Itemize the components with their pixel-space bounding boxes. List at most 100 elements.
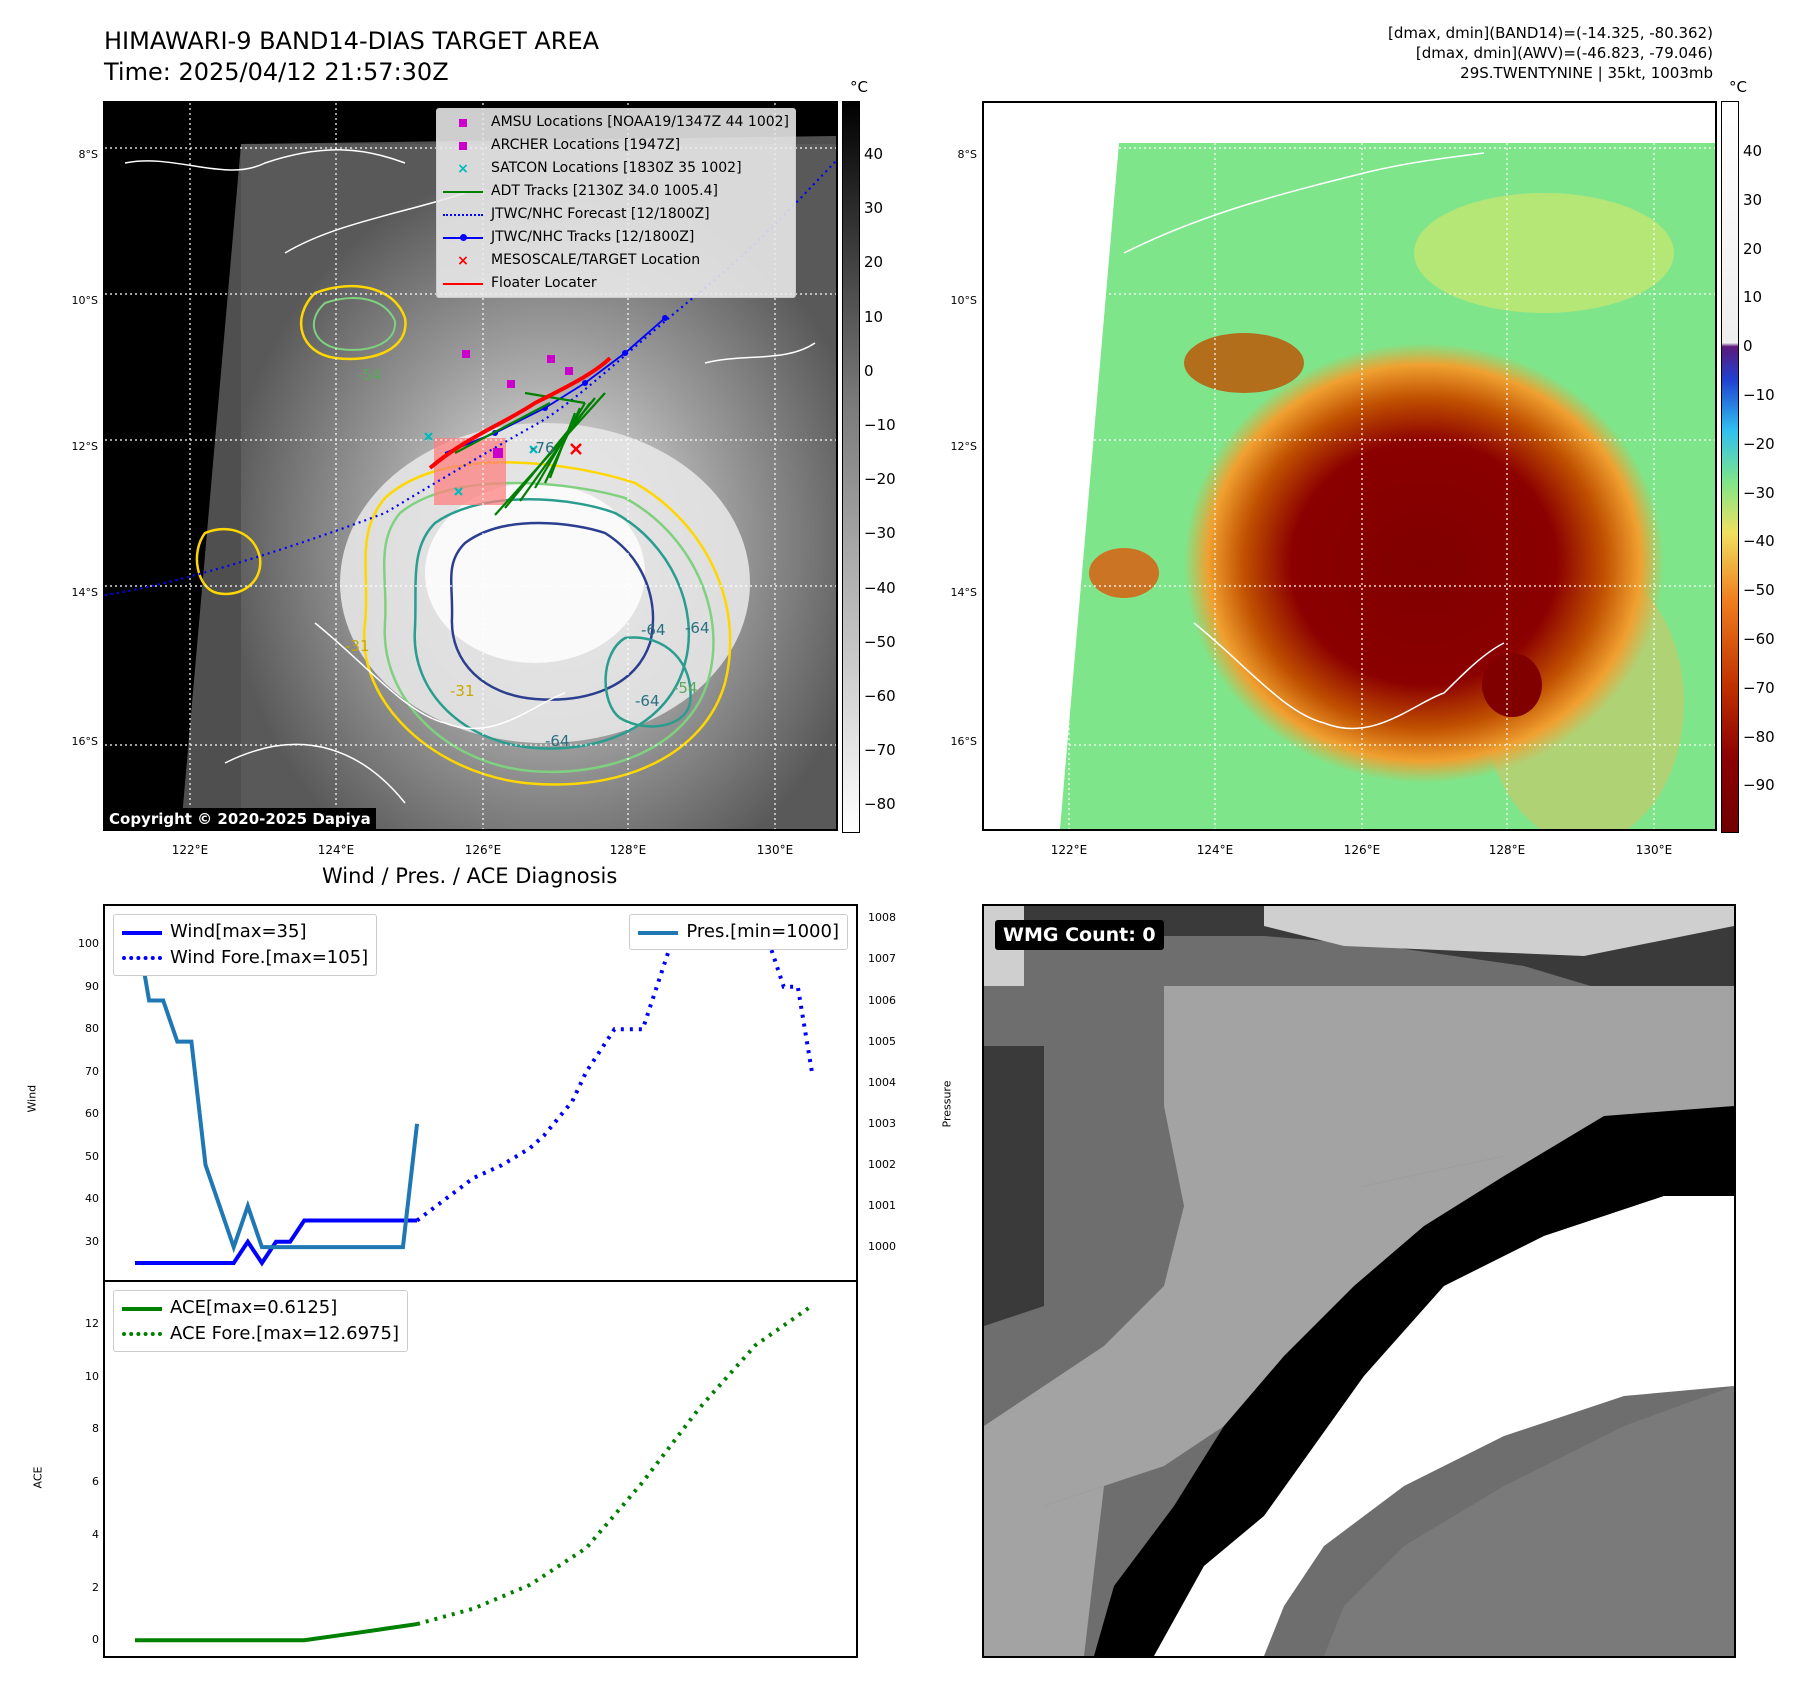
awv-map-panel — [982, 101, 1717, 831]
legend-item-satcon: × SATCON Locations [1830Z 35 1002] — [443, 157, 789, 180]
contour-label: -54 — [673, 679, 698, 697]
square-marker-icon — [443, 139, 483, 153]
legend-item-ace: ACE[max=0.6125] — [122, 1295, 399, 1321]
colorbar-unit: °C — [1729, 78, 1747, 96]
y-tick-label: 80 — [85, 1022, 99, 1036]
lat-label: 16°S — [950, 735, 977, 748]
contour-label: -76 — [530, 439, 555, 457]
colorbar-tick-label: 30 — [1743, 190, 1763, 209]
y-tick-label: 10 — [85, 1369, 99, 1383]
lon-label: 124°E — [317, 843, 355, 857]
y-tick-label: 90 — [85, 979, 99, 993]
contour-label: -64 — [545, 732, 570, 750]
band14-range-info: [dmax, dmin](BAND14)=(-14.325, -80.362) — [1388, 24, 1713, 42]
wmg-region — [1154, 1196, 1734, 1656]
legend-item-archer: ARCHER Locations [1947Z] — [443, 134, 789, 157]
legend-item-jtwc-tracks: JTWC/NHC Tracks [12/1800Z] — [443, 226, 789, 249]
line-icon — [638, 925, 679, 939]
square-marker-icon — [443, 116, 483, 130]
contour-label: -64 — [635, 692, 660, 710]
colorbar-tick-label: −10 — [1743, 386, 1775, 404]
y-right-tick-label: 1002 — [868, 1157, 896, 1171]
pressure-legend: Pres.[min=1000] — [629, 914, 848, 950]
lon-label: 124°E — [1196, 843, 1234, 857]
contour-label: -31 — [450, 682, 475, 700]
y-tick-label: 2 — [92, 1580, 99, 1594]
wmg-region — [1324, 1386, 1734, 1656]
colorbar-tick-label: 20 — [864, 253, 884, 272]
wmg-region — [984, 1046, 1044, 1326]
figure-title: HIMAWARI-9 BAND14-DIAS TARGET AREA — [104, 27, 600, 55]
y-right-tick-label: 1007 — [868, 952, 896, 966]
wmg-region — [1264, 906, 1734, 956]
colorbar-tick-label: −40 — [1743, 532, 1775, 551]
colorbar-tick-label: −50 — [1743, 581, 1775, 600]
y-tick-label: 50 — [85, 1149, 99, 1163]
awv-colorbar — [1721, 101, 1739, 833]
ace-legend: ACE[max=0.6125] ACE Fore.[max=12.6975] — [113, 1290, 408, 1352]
legend-label: ACE[max=0.6125] — [170, 1297, 338, 1318]
coastline-east — [704, 342, 816, 364]
storm-info: 29S.TWENTYNINE | 35kt, 1003mb — [1460, 64, 1713, 82]
coastline-australia — [1193, 622, 1505, 730]
copyright-badge: Copyright © 2020-2025 Dapiya — [104, 808, 376, 830]
amsu-archer-markers — [462, 350, 573, 458]
wind-pressure-plot — [133, 917, 814, 1267]
legend-label: ARCHER Locations [1947Z] — [491, 137, 681, 153]
y-tick-label: 6 — [92, 1475, 99, 1489]
y-tick-label: 4 — [92, 1527, 99, 1541]
colorbar-tick-label: −20 — [864, 470, 896, 489]
contour-yellow-north — [299, 284, 407, 361]
legend-item-wind: Wind[max=35] — [122, 919, 368, 945]
lon-label: 130°E — [756, 843, 794, 857]
y-tick-label: 8 — [92, 1422, 99, 1436]
coastline-south — [224, 743, 406, 804]
y-tick-label: 0 — [92, 1633, 99, 1647]
y-tick-label: 70 — [85, 1064, 99, 1078]
y-right-tick-label: 1004 — [868, 1075, 896, 1089]
awv-moist-patch — [1414, 193, 1674, 313]
coastline-australia — [314, 622, 566, 730]
series-line — [135, 1622, 418, 1643]
colorbar-tick-label: −20 — [1743, 434, 1775, 453]
figure-time: Time: 2025/04/12 21:57:30Z — [104, 58, 449, 86]
colorbar-tick-label: −70 — [864, 741, 896, 760]
dotted-line-icon — [122, 1327, 162, 1341]
series-line — [133, 917, 420, 1254]
y-tick-label: 40 — [85, 1192, 99, 1206]
contour-label: -54 — [357, 366, 382, 384]
legend-item-mesoscale: × MESOSCALE/TARGET Location — [443, 249, 789, 272]
series-line — [415, 920, 814, 1223]
wind-legend: Wind[max=35] Wind Fore.[max=105] — [113, 914, 378, 976]
legend-label: JTWC/NHC Forecast [12/1800Z] — [491, 206, 710, 222]
colorbar-tick-label: −60 — [1743, 630, 1775, 648]
dotted-line-icon — [122, 951, 162, 965]
colorbar-tick-label: 0 — [1743, 337, 1753, 356]
y-right-tick-label: 1006 — [868, 993, 896, 1007]
colorbar-tick-label: −70 — [1743, 678, 1775, 697]
legend-label: SATCON Locations [1830Z 35 1002] — [491, 160, 742, 176]
legend-label: Wind[max=35] — [170, 921, 307, 942]
lat-label: 10°S — [950, 294, 977, 307]
contour-label: -64 — [641, 621, 666, 639]
series-line — [135, 1218, 418, 1267]
wind-axis-label: Wind — [25, 1084, 39, 1113]
x-marker-icon: × — [457, 252, 469, 269]
line-icon — [122, 1301, 162, 1315]
colorbar-tick-label: −80 — [864, 795, 896, 814]
colorbar-tick-label: 10 — [864, 307, 884, 326]
line-icon — [443, 185, 483, 199]
lon-label: 128°E — [1488, 843, 1526, 857]
colorbar-tick-label: −30 — [1743, 483, 1775, 502]
lon-label: 122°E — [1050, 843, 1088, 857]
colorbar-tick-label: −40 — [864, 578, 896, 597]
awv-map — [984, 103, 1715, 829]
legend-label: Wind Fore.[max=105] — [170, 947, 369, 968]
awv-cold-cloud — [1089, 548, 1159, 598]
lat-label: 10°S — [71, 294, 98, 307]
map-legend: AMSU Locations [NOAA19/1347Z 44 1002] AR… — [436, 108, 797, 298]
line-icon — [443, 277, 483, 291]
wmg-panel — [982, 904, 1736, 1658]
colorbar-tick-label: 20 — [1743, 239, 1763, 258]
colorbar-tick-label: 40 — [1743, 142, 1763, 160]
